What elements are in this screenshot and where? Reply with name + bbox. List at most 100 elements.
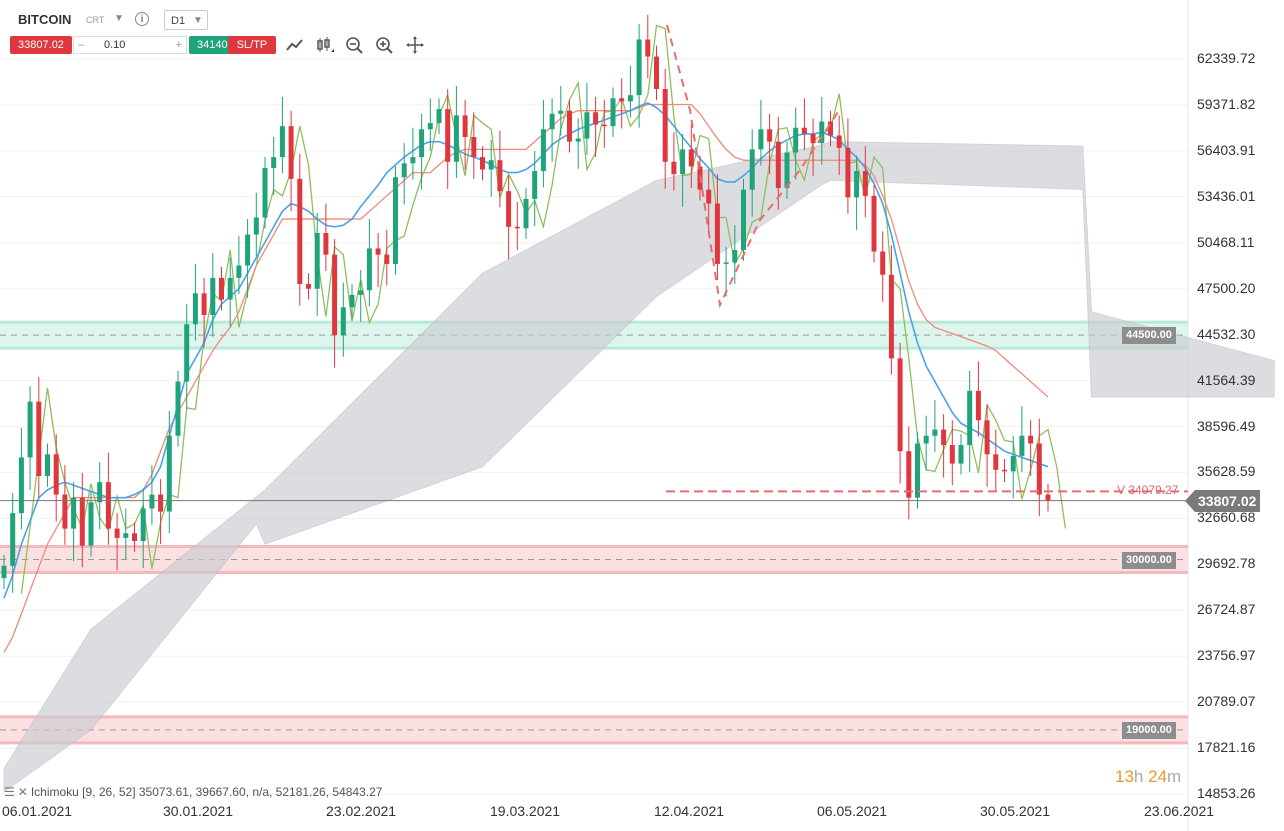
candle-body	[706, 189, 712, 204]
candle-body	[949, 445, 955, 464]
timeframe-select[interactable]: D1 ▼	[164, 10, 208, 30]
candle-body	[636, 39, 642, 96]
candlestick-icon[interactable]	[315, 36, 335, 54]
candle-body	[10, 513, 16, 566]
candle-body	[471, 137, 477, 158]
candle-body	[271, 157, 277, 168]
sell-button[interactable]: 33807.02	[10, 36, 72, 54]
move-icon[interactable]	[405, 36, 425, 54]
symbol-dropdown-icon[interactable]: ▼	[114, 13, 124, 24]
y-tick-label: 38596.49	[1197, 417, 1256, 434]
candle-body	[897, 358, 903, 452]
candle-body	[288, 126, 294, 179]
overlays	[0, 24, 1188, 502]
candle-body	[453, 115, 459, 162]
x-tick-label: 23.02.2021	[326, 803, 397, 819]
quantity-stepper[interactable]: – 0.10 +	[73, 36, 187, 54]
y-tick-label: 26724.87	[1197, 601, 1256, 618]
candle-body	[166, 435, 172, 512]
y-tick-label: 17821.16	[1197, 739, 1256, 756]
level-price-tag[interactable]: 19000.00	[1122, 721, 1176, 739]
candle-body	[680, 149, 686, 175]
candle-body	[201, 293, 207, 316]
timeframe-value: D1	[171, 15, 186, 27]
candle-body	[236, 265, 242, 278]
candle-body	[366, 248, 372, 291]
candle-body	[984, 420, 990, 455]
candle-body	[105, 482, 111, 529]
quantity-decrease-button[interactable]: –	[78, 39, 85, 51]
timer-hours: 13	[1115, 767, 1134, 786]
candle-body	[445, 109, 451, 162]
candle-body	[888, 274, 894, 359]
candle-body	[419, 129, 425, 158]
level-price-tag[interactable]: 44500.00	[1122, 327, 1176, 345]
y-tick-label: 14853.26	[1197, 785, 1256, 801]
candle-body	[262, 167, 268, 218]
candle-body	[801, 127, 807, 134]
candle-body	[941, 429, 947, 446]
candle-body	[845, 147, 851, 198]
close-icon[interactable]: ✕	[17, 785, 28, 799]
y-tick-label: 47500.20	[1197, 279, 1256, 296]
indicator-legend[interactable]: ☰ ✕ Ichimoku [9, 26, 52] 35073.61, 39667.6…	[4, 785, 382, 799]
candle-body	[915, 443, 920, 498]
candle-body	[45, 454, 50, 476]
menu-icon[interactable]: ☰	[4, 785, 15, 799]
x-tick-label: 30.05.2021	[980, 803, 1051, 819]
sl-tp-button[interactable]: SL/TP	[228, 36, 276, 54]
candle-body	[245, 234, 251, 266]
candle-body	[71, 497, 77, 529]
candle-body	[567, 110, 572, 142]
candle-body	[627, 95, 633, 102]
ichimoku-cloud	[3, 141, 1275, 793]
candle-body	[610, 98, 616, 127]
candle-body	[297, 178, 303, 285]
candle-body	[192, 293, 198, 325]
candle-body	[575, 138, 581, 142]
level-price-tag[interactable]: 30000.00	[1122, 551, 1176, 569]
y-tick-label: 20789.07	[1197, 693, 1256, 710]
zoom-out-icon[interactable]	[345, 36, 365, 54]
candle-body	[140, 508, 146, 541]
cloud-area	[3, 141, 1275, 793]
candle-body	[688, 149, 694, 167]
candle-body	[862, 171, 868, 196]
candle-body	[880, 251, 886, 275]
candle-body	[358, 290, 364, 295]
zoom-in-icon[interactable]	[375, 36, 395, 54]
candle-body	[958, 445, 964, 464]
candle-body	[149, 494, 155, 509]
line-chart-icon[interactable]	[285, 36, 305, 54]
candle-body	[967, 390, 973, 446]
symbol-name[interactable]: BITCOIN	[18, 12, 72, 27]
quantity-input[interactable]: 0.10	[104, 39, 126, 51]
quantity-increase-button[interactable]: +	[175, 39, 182, 51]
candle-body	[506, 191, 512, 227]
candle-body	[62, 494, 68, 529]
info-icon[interactable]: i	[135, 12, 149, 26]
chevron-down-icon: ▼	[193, 15, 203, 26]
candle-body	[532, 171, 538, 199]
timer-minutes: 24	[1148, 767, 1168, 786]
candle-body	[53, 454, 59, 495]
candle-body	[732, 249, 738, 263]
pending-order-label[interactable]: V 34079.27	[1117, 483, 1179, 497]
candle-body	[819, 121, 825, 144]
candle-body	[558, 110, 564, 114]
x-tick-label: 12.04.2021	[654, 803, 725, 819]
candle-body	[97, 482, 103, 503]
x-tick-label: 06.05.2021	[817, 803, 888, 819]
candle-body	[549, 113, 555, 130]
candle-body	[906, 451, 912, 498]
candle-body	[253, 217, 259, 235]
candle-body	[767, 129, 773, 142]
candle-body	[314, 232, 320, 289]
candle-body	[184, 324, 190, 382]
candle-body	[401, 163, 407, 178]
symbol-type: CRT	[86, 15, 105, 25]
x-tick-label: 23.06.2021	[1144, 803, 1215, 819]
candle-body	[514, 226, 520, 229]
candle-body	[775, 141, 781, 189]
